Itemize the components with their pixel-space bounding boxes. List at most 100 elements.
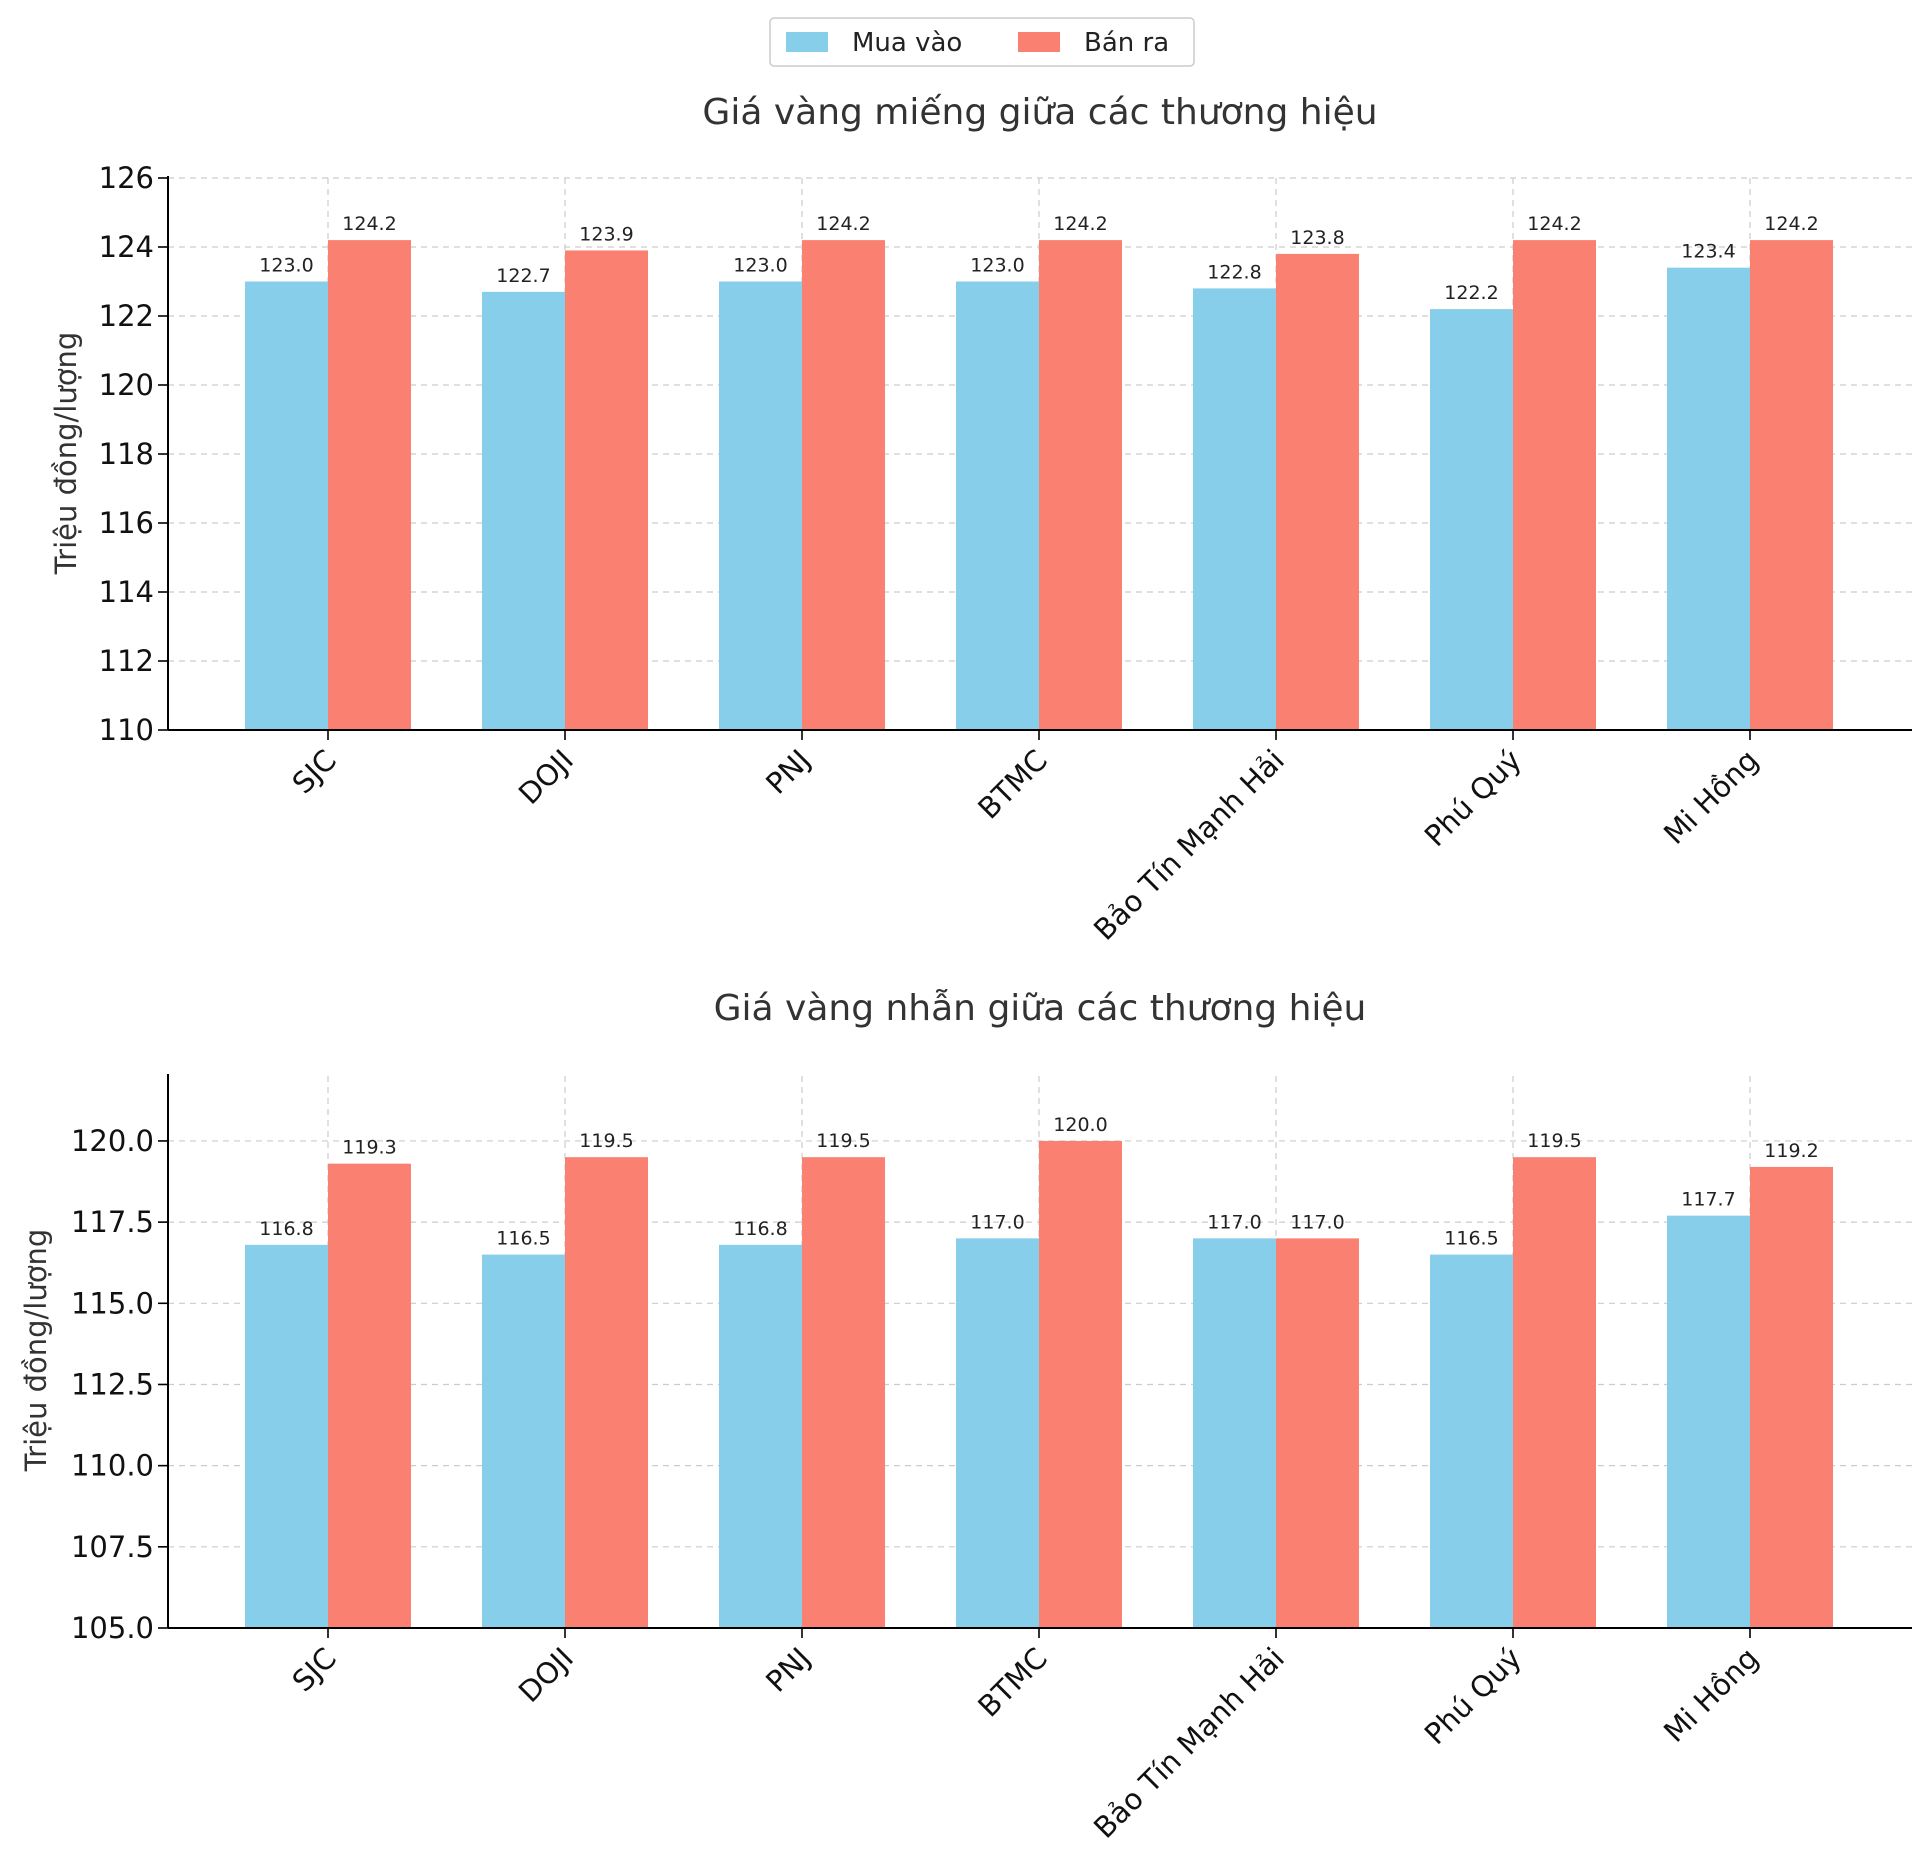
bar-ban-ra-sjc [328, 240, 411, 730]
legend-label-mua-vao: Mua vào [852, 28, 962, 58]
x-tick-label-sjc: SJC [286, 743, 343, 800]
y-axis-label: Triệu đồng/lượng [49, 332, 83, 576]
y-tick-label: 112.5 [71, 1367, 154, 1401]
y-tick-label: 117.5 [71, 1205, 154, 1239]
x-tick-label-btmc: BTMC [971, 743, 1054, 826]
bars-layer [245, 240, 1833, 730]
bar-ban-ra-mi-hong [1750, 240, 1833, 730]
bar-mua-vao-bao-tin-manh-hai [1193, 1238, 1276, 1628]
data-label-ban-ra: 123.9 [579, 223, 633, 245]
bar-ban-ra-doji [565, 1157, 648, 1628]
data-label-ban-ra: 124.2 [816, 213, 870, 235]
y-tick-label: 118 [99, 437, 154, 471]
chart-title: Giá vàng nhẫn giữa các thương hiệu [714, 988, 1367, 1029]
y-axis-label: Triệu đồng/lượng [19, 1229, 53, 1473]
bar-mua-vao-phu-quy [1430, 1254, 1513, 1628]
legend: Mua vào Bán ra [769, 17, 1195, 67]
bar-mua-vao-phu-quy [1430, 309, 1513, 730]
data-label-ban-ra: 119.5 [816, 1130, 870, 1152]
legend-frame [769, 17, 1195, 67]
bar-mua-vao-mi-hong [1667, 1215, 1750, 1628]
bar-ban-ra-phu-quy [1513, 1157, 1596, 1628]
data-label-mua-vao: 123.0 [259, 255, 313, 277]
data-label-mua-vao: 122.7 [496, 265, 550, 287]
y-tick-label: 107.5 [71, 1530, 154, 1564]
x-tick-label-bao-tin-manh-hai: Bảo Tín Mạnh Hải [1087, 743, 1291, 947]
y-tick-label: 110.0 [71, 1449, 154, 1483]
data-label-mua-vao: 123.4 [1681, 241, 1735, 263]
data-label-ban-ra: 117.0 [1290, 1211, 1344, 1233]
data-label-ban-ra: 119.3 [342, 1137, 396, 1159]
x-tick-label-doji: DOJI [512, 743, 580, 811]
x-tick-label-pnj: PNJ [759, 743, 817, 801]
y-tick-label: 122 [99, 299, 154, 333]
data-label-mua-vao: 116.5 [496, 1228, 550, 1250]
x-tick-label-pnj: PNJ [759, 1641, 817, 1699]
x-tick-label-mi-hong: Mi Hồng [1657, 743, 1765, 851]
y-tick-label: 114 [99, 575, 154, 609]
data-label-ban-ra: 119.5 [579, 1130, 633, 1152]
data-label-ban-ra: 124.2 [1764, 213, 1818, 235]
data-label-mua-vao: 117.0 [970, 1211, 1024, 1233]
bar-ban-ra-btmc [1039, 1140, 1122, 1628]
bar-mua-vao-doji [482, 1254, 565, 1628]
data-label-ban-ra: 124.2 [342, 213, 396, 235]
bar-ban-ra-bao-tin-manh-hai [1276, 1238, 1359, 1628]
bar-mua-vao-btmc [956, 1238, 1039, 1628]
bar-mua-vao-btmc [956, 281, 1039, 730]
bar-ban-ra-doji [565, 250, 648, 730]
data-label-ban-ra: 119.5 [1527, 1130, 1581, 1152]
data-label-ban-ra: 119.2 [1764, 1140, 1818, 1162]
data-label-mua-vao: 116.8 [733, 1218, 787, 1240]
y-tick-label: 126 [99, 161, 154, 195]
x-tick-label-mi-hong: Mi Hồng [1657, 1641, 1765, 1749]
data-label-ban-ra: 124.2 [1053, 213, 1107, 235]
labels-layer: 123.0 122.7 123.0 123.0 122.8 122.2 123.4 124.2… [259, 213, 1818, 304]
bar-mua-vao-doji [482, 291, 565, 730]
x-tick-label-bao-tin-manh-hai: Bảo Tín Mạnh Hải [1087, 1641, 1291, 1845]
data-label-mua-vao: 122.2 [1444, 282, 1498, 304]
bar-ban-ra-bao-tin-manh-hai [1276, 253, 1359, 730]
bar-ban-ra-phu-quy [1513, 240, 1596, 730]
bar-mua-vao-sjc [245, 281, 328, 730]
legend-label-ban-ra: Bán ra [1084, 28, 1169, 58]
bar-mua-vao-pnj [719, 1244, 802, 1628]
labels-layer: 116.8 116.5 116.8 117.0 117.0 116.5 117.7 119.3… [259, 1114, 1818, 1250]
y-tick-label: 112 [99, 644, 154, 678]
y-tick-label: 110 [99, 713, 154, 747]
bar-mua-vao-mi-hong [1667, 267, 1750, 730]
data-label-ban-ra: 120.0 [1053, 1114, 1107, 1136]
legend-swatch-ban-ra [1018, 32, 1060, 52]
y-tick-label: 105.0 [71, 1611, 154, 1645]
bar-mua-vao-pnj [719, 281, 802, 730]
bar-ban-ra-pnj [802, 240, 885, 730]
y-tick-label: 120.0 [71, 1124, 154, 1158]
data-label-mua-vao: 123.0 [970, 255, 1024, 277]
data-label-mua-vao: 116.5 [1444, 1228, 1498, 1250]
x-tick-label-btmc: BTMC [971, 1641, 1054, 1724]
x-tick-label-phu-quy: Phú Quý [1418, 1641, 1528, 1751]
data-label-mua-vao: 117.0 [1207, 1211, 1261, 1233]
x-tick-label-phu-quy: Phú Quý [1418, 743, 1528, 853]
y-tick-label: 115.0 [71, 1286, 154, 1320]
x-tick-label-doji: DOJI [512, 1641, 580, 1709]
chart-title: Giá vàng miếng giữa các thương hiệu [702, 92, 1377, 133]
bar-ban-ra-mi-hong [1750, 1166, 1833, 1628]
bar-ban-ra-btmc [1039, 240, 1122, 730]
bars-layer [245, 1140, 1833, 1628]
data-label-mua-vao: 116.8 [259, 1218, 313, 1240]
y-tick-label: 116 [99, 506, 154, 540]
data-label-mua-vao: 117.7 [1681, 1189, 1735, 1211]
chart-mieng: Giá vàng miếng giữa các thương hiệu Triệ… [49, 92, 1912, 947]
bar-ban-ra-pnj [802, 1157, 885, 1628]
chart-nhan: Giá vàng nhẫn giữa các thương hiệu Triệu… [19, 988, 1912, 1845]
data-label-mua-vao: 123.0 [733, 255, 787, 277]
y-tick-label: 124 [99, 230, 154, 264]
bar-mua-vao-bao-tin-manh-hai [1193, 288, 1276, 730]
bar-mua-vao-sjc [245, 1244, 328, 1628]
data-label-ban-ra: 124.2 [1527, 213, 1581, 235]
data-label-ban-ra: 123.8 [1290, 227, 1344, 249]
data-label-mua-vao: 122.8 [1207, 261, 1261, 283]
bar-ban-ra-sjc [328, 1163, 411, 1628]
